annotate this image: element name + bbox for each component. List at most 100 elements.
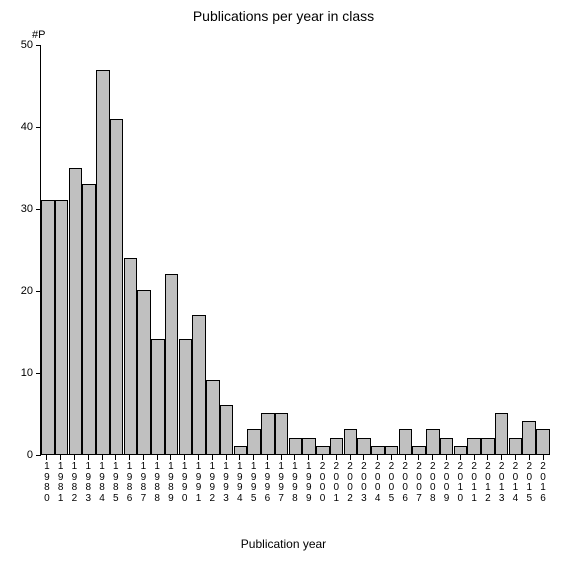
bar-slot <box>385 45 399 454</box>
x-tick-mark <box>226 455 227 460</box>
bar <box>316 446 329 454</box>
x-tick-mark <box>46 455 47 460</box>
bar-slot <box>192 45 206 454</box>
bars-container <box>41 45 550 454</box>
x-ticks: 1980198119821983198419851986198719881989… <box>40 455 550 504</box>
x-tick-label: 2005 <box>389 462 395 504</box>
bar-slot <box>275 45 289 454</box>
x-tick: 2008 <box>426 455 440 504</box>
x-tick-mark <box>363 455 364 460</box>
x-tick-label: 1996 <box>265 462 271 504</box>
bar-slot <box>302 45 316 454</box>
bar <box>151 339 164 454</box>
bar-slot <box>82 45 96 454</box>
chart-title: Publications per year in class <box>0 8 567 24</box>
x-tick-mark <box>418 455 419 460</box>
x-tick: 2006 <box>398 455 412 504</box>
bar <box>275 413 288 454</box>
bar-slot <box>357 45 371 454</box>
x-tick: 1988 <box>150 455 164 504</box>
x-tick-mark <box>322 455 323 460</box>
bar-slot <box>426 45 440 454</box>
x-tick: 2011 <box>467 455 481 504</box>
x-tick-label: 2012 <box>485 462 491 504</box>
x-tick-mark <box>432 455 433 460</box>
bar <box>467 438 480 454</box>
bar-slot <box>412 45 426 454</box>
x-tick: 2014 <box>509 455 523 504</box>
x-tick: 1998 <box>288 455 302 504</box>
x-tick: 1995 <box>247 455 261 504</box>
x-tick: 2001 <box>329 455 343 504</box>
x-tick: 1993 <box>219 455 233 504</box>
bar-slot <box>316 45 330 454</box>
bar-slot <box>371 45 385 454</box>
x-tick-mark <box>294 455 295 460</box>
bar-slot <box>234 45 248 454</box>
x-tick-mark <box>350 455 351 460</box>
bar <box>454 446 467 454</box>
x-tick-label: 1991 <box>196 462 202 504</box>
x-tick: 1987 <box>136 455 150 504</box>
y-tick-mark <box>36 209 41 210</box>
x-tick-label: 1990 <box>182 462 188 504</box>
y-tick-label: 0 <box>27 449 33 461</box>
bar-slot <box>399 45 413 454</box>
x-tick: 2015 <box>522 455 536 504</box>
x-tick-label: 1999 <box>306 462 312 504</box>
x-tick-label: 1998 <box>292 462 298 504</box>
x-tick-label: 2009 <box>444 462 450 504</box>
bar <box>124 258 137 454</box>
x-tick: 2003 <box>357 455 371 504</box>
bar-slot <box>151 45 165 454</box>
x-tick: 1996 <box>261 455 275 504</box>
x-tick-label: 1983 <box>85 462 91 504</box>
x-tick-mark <box>88 455 89 460</box>
bar <box>399 429 412 454</box>
y-tick-mark <box>36 127 41 128</box>
x-tick: 1989 <box>164 455 178 504</box>
bar <box>302 438 315 454</box>
x-tick: 2012 <box>481 455 495 504</box>
x-tick-label: 1980 <box>44 462 50 504</box>
x-tick: 1997 <box>274 455 288 504</box>
x-tick-label: 1985 <box>113 462 119 504</box>
x-tick-mark <box>143 455 144 460</box>
bar <box>371 446 384 454</box>
bar-slot <box>495 45 509 454</box>
x-tick: 1991 <box>192 455 206 504</box>
x-tick-mark <box>308 455 309 460</box>
bar <box>137 290 150 454</box>
bar-slot <box>69 45 83 454</box>
x-tick-label: 2015 <box>526 462 532 504</box>
x-tick-label: 1993 <box>223 462 229 504</box>
bar-slot <box>454 45 468 454</box>
y-tick-label: 10 <box>21 367 33 379</box>
bar <box>412 446 425 454</box>
y-tick-label: 30 <box>21 203 33 215</box>
bar-slot <box>220 45 234 454</box>
x-tick-mark <box>170 455 171 460</box>
x-tick: 1981 <box>54 455 68 504</box>
x-tick-mark <box>239 455 240 460</box>
y-axis-label: #P <box>32 29 45 41</box>
x-tick-mark <box>212 455 213 460</box>
x-tick-mark <box>501 455 502 460</box>
x-tick-mark <box>115 455 116 460</box>
x-tick: 1982 <box>68 455 82 504</box>
x-tick-label: 2002 <box>347 462 353 504</box>
x-tick: 2010 <box>453 455 467 504</box>
x-tick-mark <box>543 455 544 460</box>
x-tick: 1983 <box>81 455 95 504</box>
y-tick-mark <box>36 373 41 374</box>
x-tick-mark <box>336 455 337 460</box>
y-tick-label: 50 <box>21 39 33 51</box>
bar-slot <box>165 45 179 454</box>
y-tick-label: 20 <box>21 285 33 297</box>
bar <box>357 438 370 454</box>
bar <box>426 429 439 454</box>
x-tick-label: 2007 <box>416 462 422 504</box>
x-tick: 2013 <box>495 455 509 504</box>
x-tick-mark <box>184 455 185 460</box>
x-tick: 1986 <box>123 455 137 504</box>
